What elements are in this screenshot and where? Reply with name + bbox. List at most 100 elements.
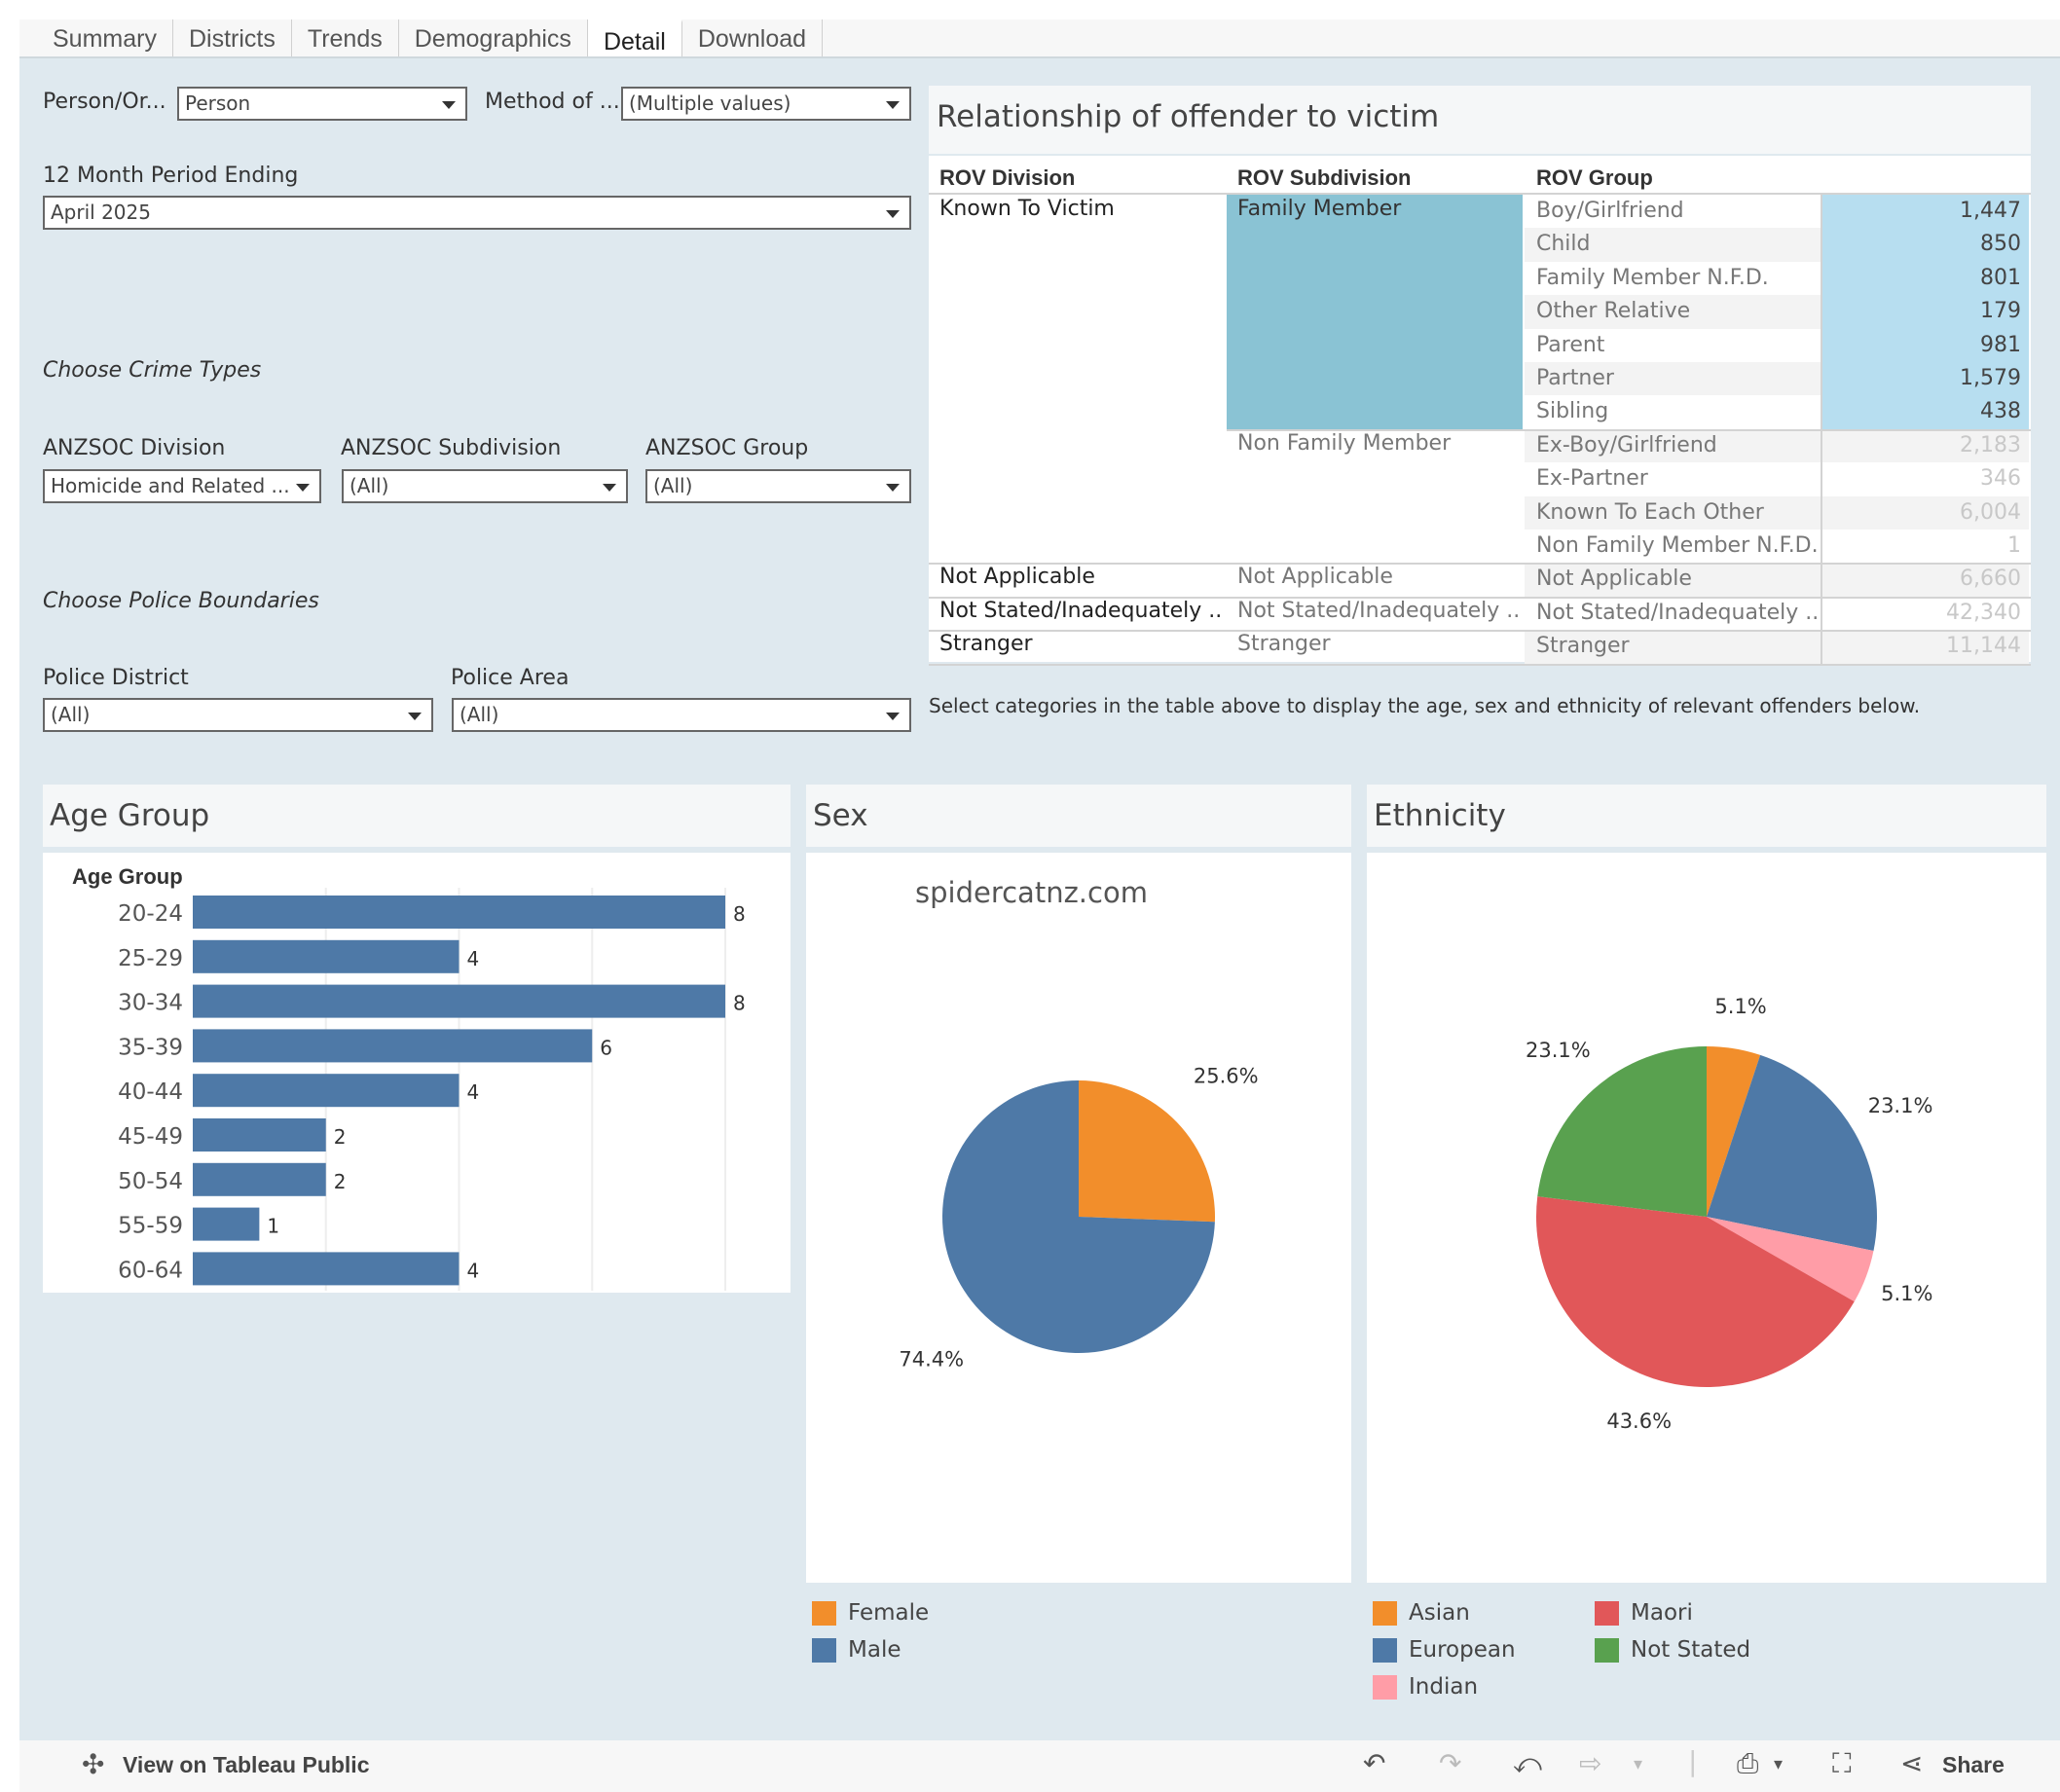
- sex-legend-item[interactable]: Male: [812, 1637, 901, 1663]
- rov-division-cell[interactable]: Known To Victim: [939, 197, 1115, 221]
- anzsoc-subdivision-dropdown[interactable]: (All): [342, 469, 628, 503]
- rov-value-cell[interactable]: 1: [2007, 533, 2021, 558]
- rov-group-cell[interactable]: Not Applicable: [1536, 567, 1692, 592]
- rov-value-cell[interactable]: 346: [1980, 466, 2021, 492]
- fullscreen-icon[interactable]: ⛶: [1832, 1747, 1852, 1779]
- share-button[interactable]: Share: [1942, 1752, 2005, 1777]
- sex-legend-item[interactable]: Female: [812, 1600, 929, 1626]
- rov-subdivision-cell[interactable]: Non Family Member: [1237, 430, 1452, 456]
- tab-districts[interactable]: Districts: [173, 19, 292, 56]
- rov-group-cell[interactable]: Boy/Girlfriend: [1536, 199, 1684, 223]
- ethnicity-slice-label: 43.6%: [1606, 1409, 1672, 1433]
- age-bar[interactable]: [193, 896, 725, 929]
- rov-group-cell[interactable]: Parent: [1536, 332, 1605, 357]
- rov-subdivision-cell[interactable]: Not Applicable: [1237, 565, 1393, 590]
- age-bar[interactable]: [193, 1029, 593, 1063]
- rov-group-cell[interactable]: Ex-Partner: [1536, 466, 1648, 492]
- sex-slice[interactable]: [1079, 1080, 1215, 1223]
- age-tick-label: 25-29: [118, 946, 183, 971]
- chevron-down-icon[interactable]: ▾: [1774, 1754, 1784, 1774]
- tab-download[interactable]: Download: [682, 19, 824, 56]
- ethnicity-legend-item[interactable]: Maori: [1595, 1600, 1693, 1626]
- anzsoc-division-value: Homicide and Related ...: [51, 474, 290, 497]
- period-dropdown[interactable]: April 2025: [43, 196, 911, 230]
- rov-value-cell[interactable]: 850: [1980, 232, 2021, 257]
- rov-value-cell[interactable]: 801: [1980, 265, 2021, 290]
- rov-group-cell[interactable]: Family Member N.F.D.: [1536, 265, 1769, 290]
- tab-detail[interactable]: Detail: [587, 19, 682, 56]
- ethnicity-slice[interactable]: [1537, 1046, 1707, 1217]
- tab-summary[interactable]: Summary: [19, 19, 173, 56]
- view-on-tableau-link[interactable]: View on Tableau Public: [123, 1752, 370, 1777]
- age-bar-label: 4: [467, 1259, 480, 1282]
- age-tick-label: 55-59: [118, 1214, 183, 1239]
- rov-division-cell[interactable]: Not Applicable: [939, 565, 1095, 590]
- ethnicity-legend-item[interactable]: Indian: [1373, 1674, 1478, 1700]
- sex-slice[interactable]: [942, 1080, 1215, 1353]
- anzsoc-division-dropdown[interactable]: Homicide and Related ...: [43, 469, 321, 503]
- redo-icon[interactable]: ↷: [1439, 1747, 1462, 1779]
- bottom-toolbar: [19, 1740, 2060, 1792]
- ethnicity-slice-label: 5.1%: [1881, 1282, 1932, 1305]
- rov-value-cell[interactable]: 6,004: [1960, 499, 2021, 525]
- age-bar[interactable]: [193, 939, 460, 973]
- police-district-dropdown[interactable]: (All): [43, 698, 433, 732]
- rov-group-cell[interactable]: Partner: [1536, 366, 1614, 390]
- chevron-down-icon: [886, 210, 900, 218]
- age-tick-label: 35-39: [118, 1035, 183, 1060]
- tab-trends[interactable]: Trends: [292, 19, 399, 56]
- chevron-down-icon[interactable]: ▾: [1634, 1754, 1643, 1774]
- divider: [929, 193, 2031, 195]
- tab-demographics[interactable]: Demographics: [399, 19, 588, 56]
- rov-value-cell[interactable]: 2,183: [1960, 432, 2021, 457]
- rov-group-cell[interactable]: Other Relative: [1536, 299, 1691, 324]
- rov-value-cell[interactable]: 42,340: [1946, 600, 2021, 625]
- rov-group-cell[interactable]: Non Family Member N.F.D.: [1536, 533, 1819, 558]
- age-bar[interactable]: [193, 1207, 260, 1241]
- revert-icon[interactable]: ⤺: [1513, 1747, 1542, 1779]
- rov-group-cell[interactable]: Child: [1536, 232, 1591, 257]
- tableau-logo-icon: ✣: [82, 1748, 105, 1780]
- age-bar[interactable]: [193, 1162, 326, 1196]
- rov-value-cell[interactable]: 438: [1980, 399, 2021, 424]
- rov-group-cell[interactable]: Ex-Boy/Girlfriend: [1536, 432, 1717, 457]
- rov-group-cell[interactable]: Known To Each Other: [1536, 499, 1764, 525]
- ethnicity-legend-item[interactable]: European: [1373, 1637, 1516, 1663]
- rov-subdivision-cell[interactable]: Not Stated/Inadequately ..: [1237, 598, 1520, 623]
- rov-value-cell[interactable]: 1,447: [1960, 199, 2021, 223]
- undo-icon[interactable]: ↶: [1363, 1747, 1386, 1779]
- rov-title-bar: [929, 86, 2031, 154]
- police-area-dropdown[interactable]: (All): [452, 698, 911, 732]
- ethnicity-legend-item[interactable]: Not Stated: [1595, 1637, 1750, 1663]
- rov-value-cell[interactable]: 981: [1980, 332, 2021, 357]
- rov-subdivision-cell[interactable]: Family Member: [1237, 197, 1402, 221]
- rov-value-cell[interactable]: 11,144: [1946, 634, 2021, 659]
- download-icon[interactable]: ⎙: [1737, 1747, 1759, 1779]
- rov-header: ROV Group: [1536, 165, 1653, 190]
- age-bar[interactable]: [193, 1074, 460, 1108]
- person-org-dropdown[interactable]: Person: [177, 87, 467, 121]
- ethnicity-slice[interactable]: [1707, 1217, 1874, 1302]
- rov-group-cell[interactable]: Not Stated/Inadequately ..: [1536, 600, 1819, 625]
- ethnicity-legend-item[interactable]: Asian: [1373, 1600, 1470, 1626]
- share-icon[interactable]: ⋖: [1900, 1747, 1924, 1779]
- rov-subdivision-cell[interactable]: Stranger: [1237, 632, 1331, 657]
- ethnicity-slice-label: 5.1%: [1714, 995, 1766, 1018]
- ethnicity-slice[interactable]: [1535, 1196, 1855, 1388]
- rov-value-cell[interactable]: 1,579: [1960, 366, 2021, 390]
- rov-group-cell[interactable]: Stranger: [1536, 634, 1630, 659]
- rov-value-cell[interactable]: 6,660: [1960, 567, 2021, 592]
- rov-division-cell[interactable]: Stranger: [939, 632, 1033, 657]
- ethnicity-slice[interactable]: [1707, 1054, 1877, 1251]
- method-dropdown[interactable]: (Multiple values): [621, 87, 911, 121]
- forward-icon[interactable]: ⇨: [1579, 1747, 1602, 1779]
- rov-division-cell[interactable]: Not Stated/Inadequately ..: [939, 598, 1222, 623]
- age-bar[interactable]: [193, 1252, 460, 1286]
- rov-group-cell[interactable]: Sibling: [1536, 399, 1609, 424]
- age-bar[interactable]: [193, 984, 725, 1018]
- rov-value-cell[interactable]: 179: [1980, 299, 2021, 324]
- ethnicity-slice[interactable]: [1707, 1046, 1761, 1217]
- anzsoc-group-dropdown[interactable]: (All): [645, 469, 911, 503]
- age-bar[interactable]: [193, 1118, 326, 1152]
